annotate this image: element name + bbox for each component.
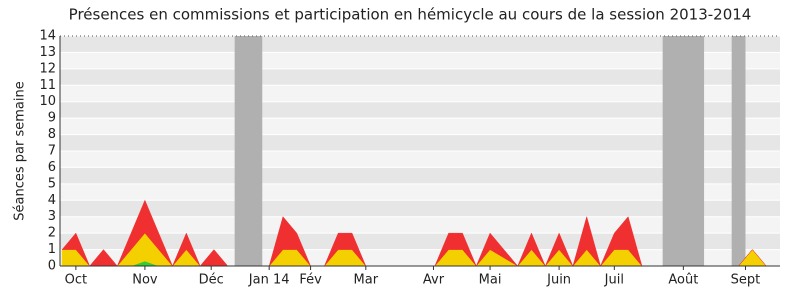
y-tick-label: 14: [39, 29, 56, 44]
recess-band: [731, 36, 746, 266]
x-tick-label: Sept: [731, 273, 761, 288]
recess-band: [234, 36, 263, 266]
chart-title: Présences en commissions et participatio…: [69, 6, 752, 24]
x-tick-label: Jan 14: [248, 273, 290, 288]
y-tick-label: 5: [48, 176, 56, 191]
x-tick-label: Fév: [299, 273, 322, 288]
y-tick-label: 7: [48, 144, 56, 159]
x-tick-label: Juil: [604, 273, 624, 288]
y-tick-label: 12: [39, 61, 56, 76]
recess-band: [662, 36, 705, 266]
y-tick-label: 9: [48, 111, 56, 126]
x-tick-label: Mar: [354, 273, 379, 288]
y-tick-label: 1: [48, 242, 56, 257]
x-tick-label: Nov: [132, 273, 158, 288]
y-tick-label: 0: [48, 259, 56, 274]
y-tick-label: 11: [39, 78, 56, 93]
y-tick-label: 10: [39, 94, 56, 109]
x-tick-label: Juin: [546, 273, 571, 288]
x-tick-label: Déc: [199, 273, 224, 288]
x-tick-label: Avr: [423, 273, 445, 288]
y-tick-label: 3: [48, 209, 56, 224]
x-tick-label: Oct: [65, 273, 87, 288]
y-tick-label: 4: [48, 193, 56, 208]
y-tick-label: 6: [48, 160, 56, 175]
y-axis-label: Séances par semaine: [13, 81, 28, 220]
y-tick-label: 8: [48, 127, 56, 142]
x-tick-label: Mai: [479, 273, 502, 288]
y-tick-label: 13: [39, 45, 56, 60]
x-tick-label: Août: [668, 273, 698, 288]
y-tick-label: 2: [48, 226, 56, 241]
